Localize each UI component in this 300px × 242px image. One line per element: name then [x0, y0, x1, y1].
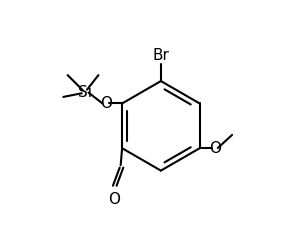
Text: O: O	[209, 141, 221, 156]
Text: Br: Br	[152, 48, 169, 63]
Text: O: O	[100, 96, 112, 111]
Text: Si: Si	[78, 85, 92, 100]
Text: O: O	[108, 192, 120, 207]
